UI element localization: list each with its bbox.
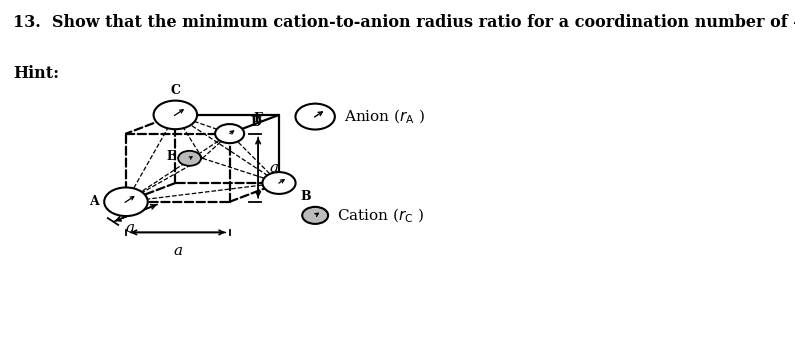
Text: Cation ($r_\mathrm{C}$ ): Cation ($r_\mathrm{C}$ ) [337, 206, 425, 224]
Circle shape [262, 172, 296, 194]
Text: a: a [126, 221, 134, 235]
Text: A: A [89, 195, 99, 208]
Circle shape [296, 104, 335, 129]
Text: C: C [170, 84, 180, 97]
Text: 13.  Show that the minimum cation-to-anion radius ratio for a coordination numbe: 13. Show that the minimum cation-to-anio… [14, 14, 795, 31]
Text: a: a [173, 244, 182, 258]
Text: E: E [166, 150, 176, 163]
Circle shape [302, 207, 328, 224]
Text: B: B [301, 190, 312, 203]
Text: F: F [254, 112, 262, 125]
Text: Anion ($r_\mathrm{A}$ ): Anion ($r_\mathrm{A}$ ) [344, 107, 425, 126]
Circle shape [104, 187, 148, 216]
Text: D: D [250, 116, 262, 129]
Circle shape [153, 101, 197, 129]
Text: a: a [270, 161, 279, 175]
Circle shape [178, 151, 201, 166]
Circle shape [215, 124, 244, 143]
Text: Hint:: Hint: [14, 66, 60, 82]
